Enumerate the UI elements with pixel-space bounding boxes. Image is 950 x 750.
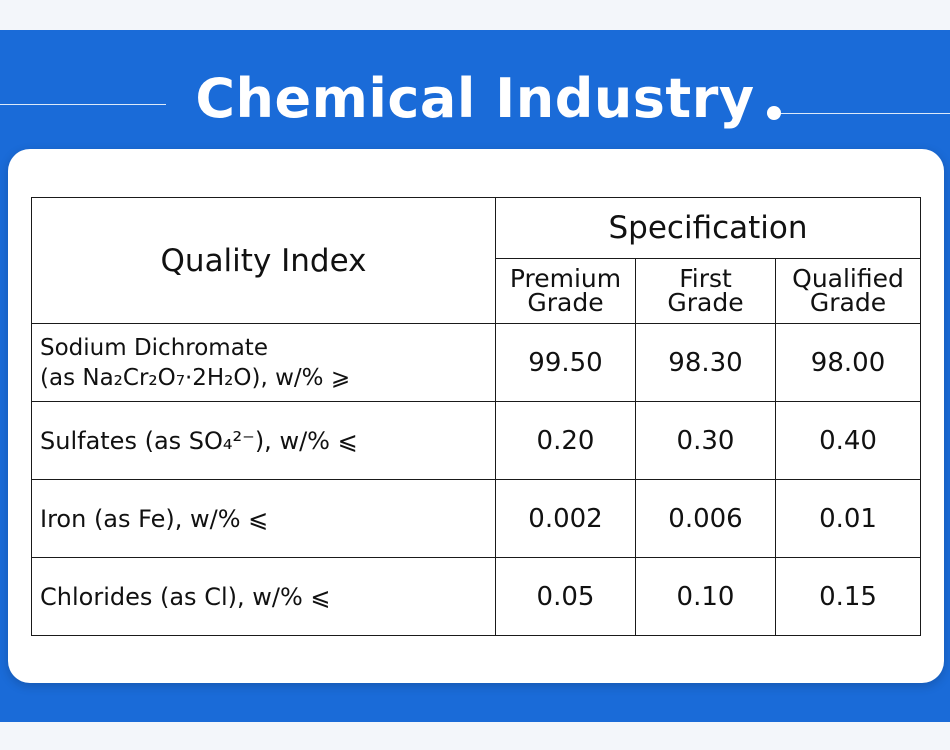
grade-header-line1: Premium	[509, 264, 622, 293]
row-label-sodium-dichromate: Sodium Dichromate (as Na₂Cr₂O₇·2H₂O), w/…	[31, 323, 496, 402]
value-cell: 0.30	[635, 401, 776, 480]
grade-header-premium: Premium Grade	[495, 258, 636, 324]
page-title: Chemical Industry	[195, 67, 755, 130]
specification-table: Quality Index Specification Premium Grad…	[31, 197, 922, 636]
decorative-line-right	[776, 113, 950, 114]
table-row: Chlorides (as Cl), w/% ⩽ 0.05 0.10 0.15	[31, 557, 922, 636]
table-row: Iron (as Fe), w/% ⩽ 0.002 0.006 0.01	[31, 479, 922, 558]
grade-header-line2: Grade	[667, 288, 744, 317]
decorative-dot	[767, 106, 781, 120]
value-cell: 0.15	[774, 557, 922, 636]
row-label-chlorides: Chlorides (as Cl), w/% ⩽	[31, 557, 496, 636]
value-cell: 0.05	[495, 557, 636, 636]
value-cell: 0.10	[635, 557, 776, 636]
grade-header-qualified: Qualified Grade	[774, 258, 922, 324]
specification-header: Specification	[494, 197, 922, 259]
value-cell: 0.006	[635, 479, 776, 558]
value-cell: 0.01	[774, 479, 922, 558]
value-cell: 0.20	[495, 401, 636, 480]
quality-index-header: Quality Index	[31, 197, 496, 324]
grade-header-row: Premium Grade First Grade Qualified Grad…	[32, 258, 922, 324]
value-cell: 99.50	[495, 323, 636, 402]
value-cell: 98.30	[635, 323, 776, 402]
table-row: Sodium Dichromate (as Na₂Cr₂O₇·2H₂O), w/…	[31, 323, 922, 402]
grade-header-first: First Grade	[635, 258, 776, 324]
row-label-sulfates: Sulfates (as SO₄²⁻), w/% ⩽	[31, 401, 496, 480]
decorative-line-left	[0, 104, 166, 105]
grade-header-line2: Grade	[809, 288, 887, 317]
value-cell: 0.002	[495, 479, 636, 558]
grade-header-line2: Grade	[527, 288, 604, 317]
row-label-line1: Sodium Dichromate	[40, 334, 268, 361]
grade-header-line1: First	[679, 264, 732, 293]
row-label-line2: (as Na₂Cr₂O₇·2H₂O), w/% ⩾	[40, 364, 351, 391]
table-header-row: Quality Index Specification	[31, 197, 922, 324]
value-cell: 0.40	[774, 401, 922, 480]
value-cell: 98.00	[774, 323, 922, 402]
grade-header-line1: Qualified	[792, 264, 904, 293]
row-label-iron: Iron (as Fe), w/% ⩽	[31, 479, 496, 558]
table-row: Sulfates (as SO₄²⁻), w/% ⩽ 0.20 0.30 0.4…	[31, 401, 922, 480]
